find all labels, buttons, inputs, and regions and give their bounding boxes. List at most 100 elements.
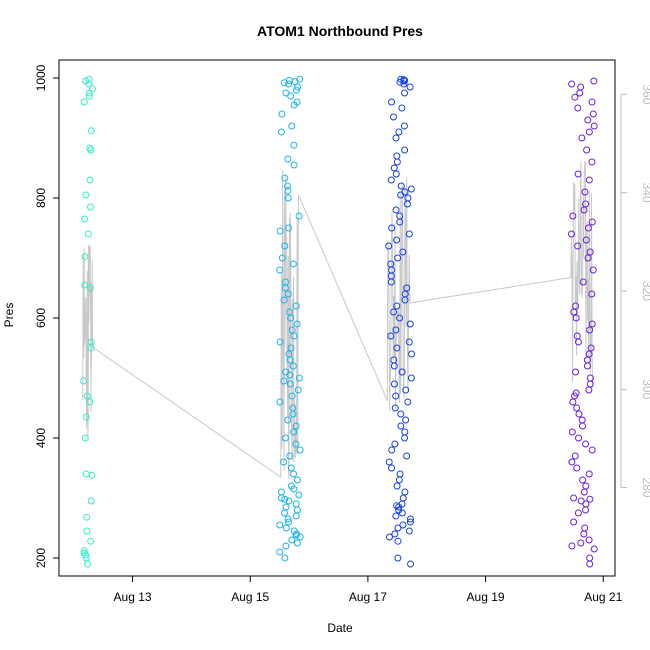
data-point (590, 545, 598, 553)
data-point (278, 110, 286, 118)
data-point (391, 440, 399, 448)
data-point (385, 458, 393, 466)
data-point (587, 344, 595, 352)
data-point (280, 79, 288, 87)
y2-tick-label: 360 (640, 84, 650, 104)
data-point (288, 392, 296, 400)
data-point (292, 302, 300, 310)
data-point (295, 491, 303, 499)
data-point (276, 338, 284, 346)
data-point (397, 410, 405, 418)
data-point (567, 230, 575, 238)
data-point (403, 452, 411, 460)
data-point (586, 326, 594, 334)
data-point (585, 128, 593, 136)
data-point (401, 146, 409, 154)
data-point (580, 488, 588, 496)
data-point (296, 533, 304, 541)
x-axis-label: Date (327, 621, 353, 635)
data-point (570, 494, 578, 502)
data-point (401, 488, 409, 496)
data-point (83, 527, 91, 535)
data-point (394, 537, 402, 545)
data-point (292, 500, 300, 508)
data-point (387, 278, 395, 286)
data-point (404, 398, 412, 406)
data-point (82, 551, 90, 559)
data-point (277, 488, 285, 496)
data-point (276, 521, 284, 529)
data-point (575, 410, 583, 418)
data-point (400, 77, 408, 85)
data-point (294, 386, 302, 394)
data-point (87, 537, 95, 545)
data-point (579, 422, 587, 430)
data-point (82, 413, 90, 421)
data-point (404, 194, 412, 202)
data-point (576, 89, 584, 97)
data-point (568, 80, 576, 88)
data-point (586, 560, 594, 568)
data-point (581, 524, 589, 532)
data-point (406, 518, 414, 526)
y-tick-label: 1000 (34, 64, 48, 91)
data-point (570, 518, 578, 526)
data-point (390, 362, 398, 370)
data-point (392, 170, 400, 178)
line-path (82, 161, 594, 480)
data-point (284, 515, 292, 523)
data-point (286, 356, 294, 364)
data-point (290, 161, 298, 169)
data-point (400, 122, 408, 130)
data-point (83, 392, 91, 400)
y2-tick-label: 280 (640, 478, 650, 498)
data-point (83, 513, 91, 521)
x-tick-label: Aug 13 (114, 590, 152, 604)
data-point (282, 542, 290, 550)
data-point (281, 554, 289, 562)
data-point (398, 368, 406, 376)
data-point (392, 326, 400, 334)
data-point (286, 371, 294, 379)
data-point (393, 482, 401, 490)
data-point (393, 158, 401, 166)
data-point (403, 200, 411, 208)
data-point (572, 314, 580, 322)
data-point (395, 128, 403, 136)
data-point (588, 290, 596, 298)
data-point (586, 495, 594, 503)
data-point (85, 80, 93, 88)
data-point (293, 476, 301, 484)
data-point (284, 155, 292, 163)
data-point (287, 464, 295, 472)
data-point (276, 266, 284, 274)
data-point (572, 302, 580, 310)
data-point (391, 530, 399, 538)
data-point (285, 497, 293, 505)
data-point (397, 182, 405, 190)
data-point (80, 98, 88, 106)
data-point (573, 464, 581, 472)
data-point (289, 362, 297, 370)
data-point (86, 284, 94, 292)
data-point (585, 536, 593, 544)
data-point (280, 377, 288, 385)
data-point (408, 350, 416, 358)
data-point (583, 146, 591, 154)
data-point (579, 476, 587, 484)
data-point (388, 464, 396, 472)
data-point (391, 404, 399, 412)
data-point (577, 539, 585, 547)
data-point (393, 152, 401, 160)
data-point (286, 380, 294, 388)
left-axis: 200 400 600 800 1000 (34, 64, 59, 568)
data-point (574, 242, 582, 250)
data-point (82, 191, 90, 199)
data-point (86, 144, 94, 152)
data-point (88, 471, 96, 479)
x-tick-label: Aug 17 (349, 590, 387, 604)
data-point (86, 176, 94, 184)
data-point (82, 470, 90, 478)
data-point (396, 78, 404, 86)
